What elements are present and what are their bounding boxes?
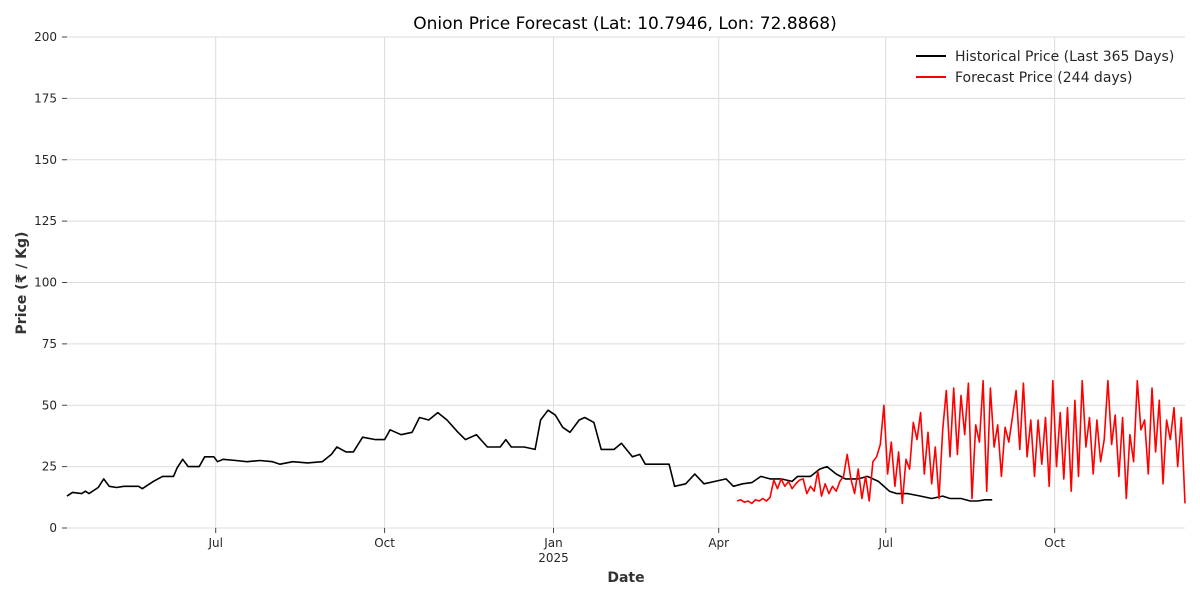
series-line-historical (66, 409, 993, 502)
y-tick-label: 25 (42, 460, 57, 474)
x-tick-label: Oct (1044, 536, 1065, 550)
x-tick-label: Oct (374, 536, 395, 550)
y-tick-label: 175 (34, 91, 57, 105)
series-line-forecast (736, 379, 1186, 505)
y-axis-label: Price (₹ / Kg) (14, 232, 30, 335)
y-tick-label: 0 (49, 521, 57, 535)
x-axis-label: Date (607, 570, 644, 586)
series-lines (66, 379, 1186, 505)
y-tick-label: 50 (42, 398, 57, 412)
legend-label-forecast: Forecast Price (244 days) (955, 70, 1132, 86)
chart-title: Onion Price Forecast (Lat: 10.7946, Lon:… (413, 14, 837, 34)
y-tick-label: 125 (34, 214, 57, 228)
y-tick-label: 150 (34, 153, 57, 167)
legend: Historical Price (Last 365 Days) Forecas… (916, 49, 1174, 86)
x-tick-sublabel: 2025 (538, 551, 569, 565)
x-tick-label: Apr (708, 536, 729, 550)
y-tick-label: 200 (34, 30, 57, 44)
x-tick-label: Jul (878, 536, 893, 550)
legend-label-historical: Historical Price (Last 365 Days) (955, 49, 1174, 65)
y-tick-label: 100 (34, 276, 57, 290)
x-tick-label: Jul (207, 536, 222, 550)
x-tick-label: Jan (543, 536, 563, 550)
y-tick-label: 75 (42, 337, 57, 351)
